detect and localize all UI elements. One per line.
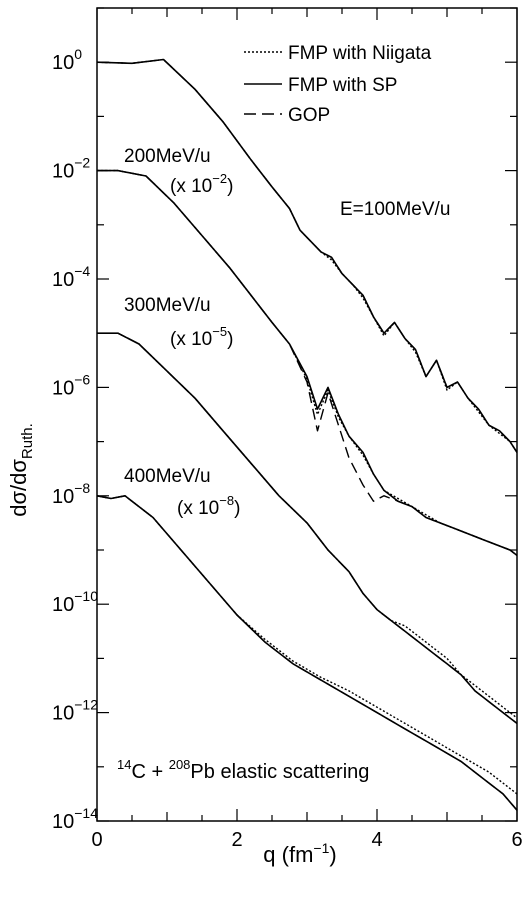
- y-tick-label: 10−10: [52, 588, 98, 616]
- curve-scale-200: (x 10−2): [170, 171, 233, 197]
- x-tick-label: 6: [511, 829, 522, 851]
- curve-label-200: 200MeV/u: [124, 146, 211, 167]
- series-line-200MeV-u-dashed: [97, 169, 518, 556]
- axes-frame: [96, 7, 518, 822]
- series-line-100MeV-u-solid: [96, 58, 518, 453]
- series-line-300MeV-u-solid: [97, 332, 518, 725]
- legend-label-gop: GOP: [288, 105, 330, 126]
- reaction-title: 14C + 208Pb elastic scattering: [117, 757, 369, 783]
- ticks: 100 10−2 10−4 10−6 10−8 10−10 10−12 10−140 2 4 6: [52, 7, 523, 851]
- series-line-400MeV-u-solid: [96, 495, 518, 811]
- energy-annotation-100: E=100MeV/u: [340, 199, 450, 220]
- x-tick-label: 4: [371, 829, 382, 851]
- x-axis-label: q (fm−1): [263, 840, 336, 867]
- curve-label-300: 300MeV/u: [124, 295, 211, 316]
- y-tick-label: 10−2: [52, 155, 90, 183]
- y-axis-label: dσ/dσRuth.: [6, 423, 36, 517]
- y-tick-label: 10−8: [52, 480, 90, 508]
- y-tick-label: 10−6: [52, 371, 90, 399]
- series-line-200MeV-u-dotted: [97, 169, 518, 556]
- curve-scale-300: (x 10−5): [170, 324, 233, 350]
- legend-label-niigata: FMP with Niigata: [288, 43, 432, 64]
- y-tick-label: 10−12: [52, 697, 98, 725]
- legend: FMP with Niigata FMP with SP GOP: [244, 43, 432, 126]
- curves: [96, 58, 518, 811]
- legend-label-sp: FMP with SP: [288, 75, 397, 96]
- curve-scale-400: (x 10−8): [177, 493, 240, 519]
- x-tick-label: 2: [231, 829, 242, 851]
- series-line-200MeV-u-solid: [97, 169, 518, 557]
- y-tick-label: 100: [52, 46, 82, 74]
- x-tick-label: 0: [91, 829, 102, 851]
- y-tick-label: 10−4: [52, 263, 90, 291]
- y-tick-label: 10−14: [52, 805, 98, 833]
- series-line-400MeV-u-dotted: [96, 495, 518, 795]
- curve-label-400: 400MeV/u: [124, 466, 211, 487]
